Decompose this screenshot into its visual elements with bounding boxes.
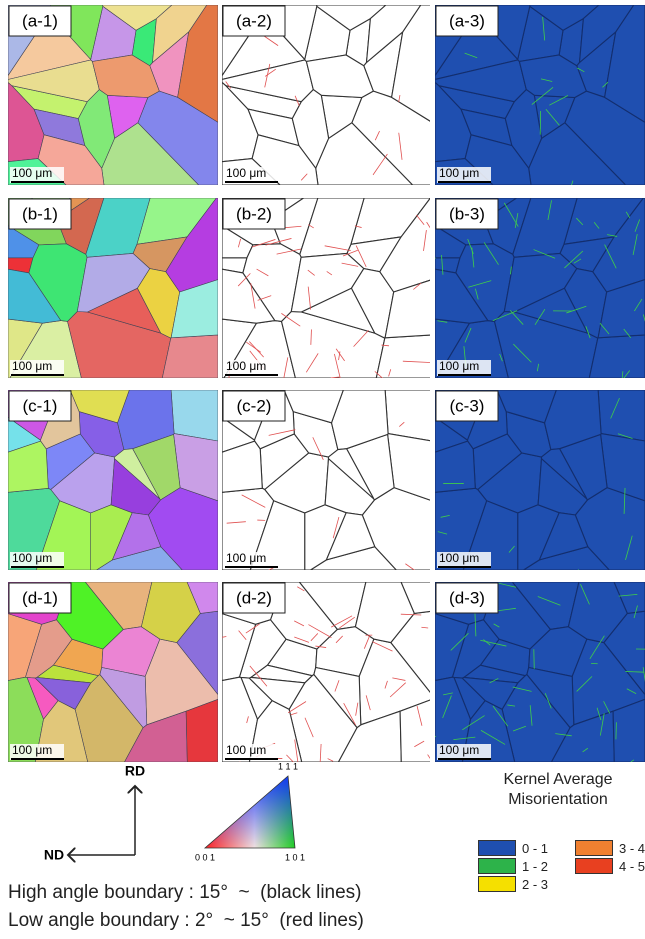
scale-bar-label: 100 μm — [439, 166, 479, 180]
kam-entry: 3 - 4 — [575, 840, 645, 856]
kam-entry: 1 - 2 — [478, 858, 548, 874]
ipf-overlay — [205, 776, 295, 848]
panel-label: (a-2) — [236, 11, 272, 30]
ebsd-panel: (a-3) 100 μm — [435, 5, 645, 204]
ebsd-panel: (d-2) 100 μm — [216, 582, 435, 765]
scale-bar-label: 100 μm — [439, 743, 479, 757]
ipf-101: 1 0 1 — [285, 852, 305, 862]
kam-label: 4 - 5 — [619, 859, 645, 874]
figure-canvas: RD ND 1 1 1 0 0 1 1 0 1 (a-1)100 μm(a-2)… — [0, 0, 645, 870]
scale-bar-label: 100 μm — [226, 743, 266, 757]
kam-title: Kernel Average Misorientation — [478, 770, 638, 810]
scale-bar-label: 100 μm — [226, 551, 266, 565]
kam-label: 0 - 1 — [522, 841, 548, 856]
panel-label: (c-2) — [237, 396, 272, 415]
panel-label: (a-1) — [22, 11, 58, 30]
panel-label: (d-2) — [236, 588, 272, 607]
ebsd-panel: (b-3) 100 μm — [431, 198, 645, 384]
ebsd-panel: (b-1) 100 μm — [8, 198, 218, 378]
scale-bar-label: 100 μm — [12, 743, 52, 757]
ipf-111: 1 1 1 — [278, 761, 298, 771]
panel-label: (d-1) — [22, 588, 58, 607]
kam-entry: 2 - 3 — [478, 876, 548, 892]
kam-swatch — [478, 858, 516, 874]
grain — [376, 335, 432, 378]
ipf-triangle: 1 1 1 0 0 1 1 0 1 — [195, 761, 305, 862]
ebsd-panel: (c-1) 100 μm — [8, 390, 218, 570]
boundary-note: High angle boundary : 15° ~ (black lines… — [8, 882, 362, 904]
panel-label: (b-3) — [449, 204, 485, 223]
kam-label: 3 - 4 — [619, 841, 645, 856]
kam-swatch — [575, 840, 613, 856]
kam-swatch — [478, 876, 516, 892]
kam-label: 1 - 2 — [522, 859, 548, 874]
kam-entry: 0 - 1 — [478, 840, 548, 856]
kam-swatch — [478, 840, 516, 856]
scale-bar-label: 100 μm — [12, 551, 52, 565]
panel-label: (c-3) — [450, 396, 485, 415]
scale-bar-label: 100 μm — [12, 166, 52, 180]
scale-bar-label: 100 μm — [226, 166, 266, 180]
ebsd-panel: (d-1) 100 μm — [8, 582, 218, 762]
grain — [162, 335, 218, 378]
nd-label: ND — [44, 847, 64, 863]
scale-bar-label: 100 μm — [439, 551, 479, 565]
ebsd-panel: (a-2) 100 μm — [222, 5, 432, 185]
orientation-axes: RD ND — [44, 763, 145, 863]
panel-label: (d-3) — [449, 588, 485, 607]
ebsd-panel: (b-2) 100 μm — [222, 198, 441, 388]
scale-bar-label: 100 μm — [12, 359, 52, 373]
panel-label: (b-1) — [22, 204, 58, 223]
kam-high-region — [578, 569, 579, 576]
ebsd-panel: (d-3) 100 μm — [429, 582, 645, 773]
kam-swatch — [575, 858, 613, 874]
kam-entry: 4 - 5 — [575, 858, 645, 874]
grain — [385, 390, 432, 441]
kam-high-region — [431, 258, 436, 264]
figure: RD ND 1 1 1 0 0 1 1 0 1 (a-1)100 μm(a-2)… — [0, 0, 645, 939]
ebsd-panel: (a-1) 100 μm — [8, 5, 218, 185]
grain — [589, 335, 645, 378]
boundary-note: Low angle boundary : 2° ~ 15° (red lines… — [8, 910, 364, 932]
ipf-001: 0 0 1 — [195, 852, 215, 862]
panel-label: (c-1) — [23, 396, 58, 415]
ebsd-panel: (c-3) 100 μm — [435, 390, 645, 576]
kam-label: 2 - 3 — [522, 877, 548, 892]
scale-bar-label: 100 μm — [439, 359, 479, 373]
rd-label: RD — [125, 763, 145, 779]
panel-label: (b-2) — [236, 204, 272, 223]
low-angle-boundary — [235, 762, 240, 766]
panel-label: (a-3) — [449, 11, 485, 30]
ebsd-panel: (c-2) 100 μm — [222, 390, 437, 580]
grain — [598, 390, 645, 441]
scale-bar-label: 100 μm — [226, 359, 266, 373]
grain — [171, 390, 218, 441]
